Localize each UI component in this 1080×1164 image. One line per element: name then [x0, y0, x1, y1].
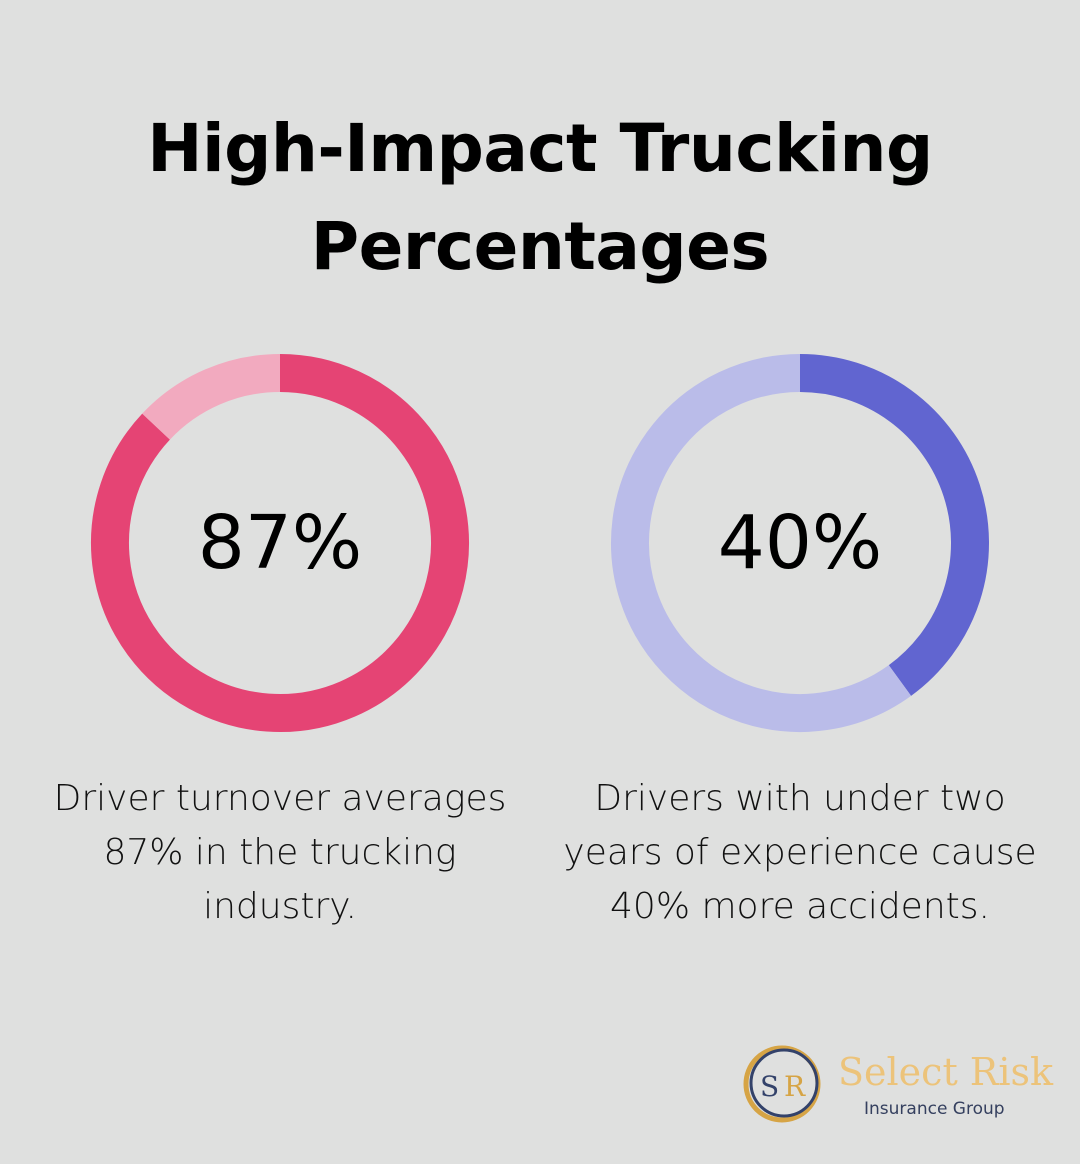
logo-name: Select Risk: [838, 1050, 1054, 1094]
select-risk-logo: S R: [743, 1045, 821, 1123]
donut-segment-value: [799, 354, 989, 696]
donut-center-label-turnover: 87%: [197, 500, 363, 586]
title-line-2: Percentages: [310, 208, 770, 285]
title-line-1: High-Impact Trucking: [147, 110, 933, 187]
logo-monogram-r: R: [784, 1070, 806, 1103]
caption-accidents: Drivers with under two years of experien…: [563, 778, 1037, 927]
donut-chart-turnover: [91, 354, 469, 732]
donut-center-label-accidents: 40%: [717, 500, 883, 586]
logo-monogram-s: S: [760, 1070, 779, 1103]
donut-chart-accidents: [611, 354, 989, 732]
logo-tagline: Insurance Group: [864, 1099, 1005, 1119]
caption-turnover: Driver turnover averages 87% in the truc…: [53, 778, 507, 927]
donut-segment-remainder: [142, 354, 281, 440]
donut-segment-remainder: [611, 354, 912, 732]
donut-segment-value: [91, 354, 469, 732]
logo-navy-ring: [749, 1048, 819, 1118]
page-title: High-Impact Trucking Percentages: [0, 100, 1080, 296]
